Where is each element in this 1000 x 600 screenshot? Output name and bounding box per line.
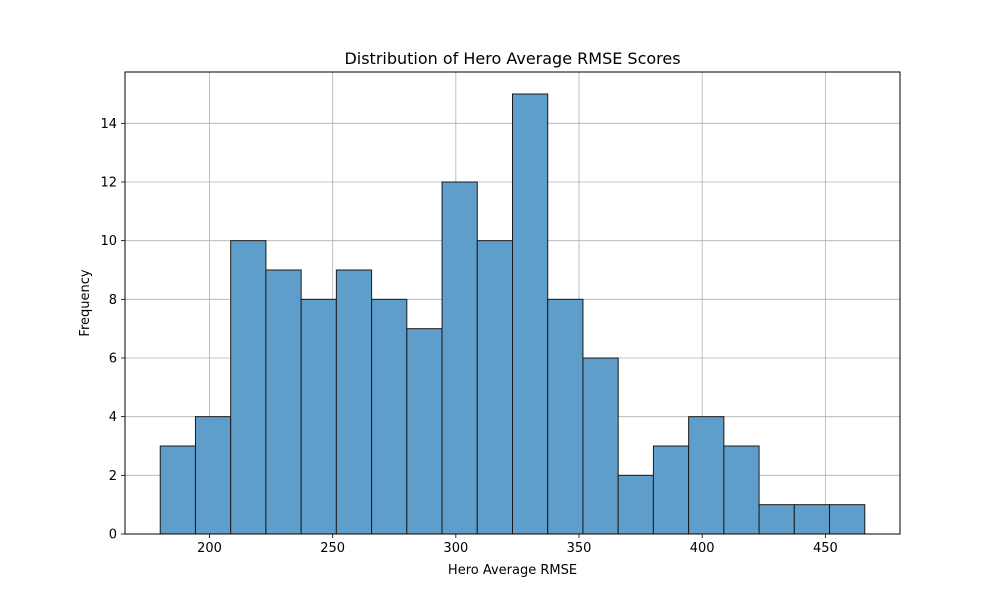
histogram-bar — [652, 445, 690, 535]
y-tick-label: 4 — [109, 410, 117, 425]
plot-frame — [124, 71, 901, 535]
histogram-bar — [406, 328, 443, 535]
histogram-bar — [793, 504, 831, 535]
histogram-bar — [194, 416, 232, 535]
histogram-bar — [335, 269, 373, 535]
histogram-bar — [582, 357, 619, 535]
y-tick-label: 2 — [109, 469, 117, 484]
y-tick-label: 6 — [109, 352, 117, 367]
histogram-bar — [829, 504, 866, 535]
histogram-bars — [159, 93, 866, 535]
y-tick-label: 14 — [100, 117, 117, 132]
y-axis-label: Frequency — [78, 269, 93, 336]
x-axis-ticks: 200 250 300 350 400 450 — [197, 534, 838, 556]
x-tick-label: 300 — [443, 541, 468, 556]
histogram-bar — [159, 445, 196, 535]
y-axis-ticks: 0 2 4 6 8 10 12 14 — [100, 117, 125, 543]
histogram-bar — [230, 240, 267, 535]
x-tick-label: 200 — [197, 541, 222, 556]
chart-title: Distribution of Hero Average RMSE Scores — [344, 49, 680, 68]
histogram-bar — [617, 474, 654, 535]
histogram-bar — [265, 269, 302, 535]
histogram-bar — [476, 240, 514, 535]
histogram-bar — [723, 445, 760, 535]
histogram-bar — [300, 298, 337, 535]
histogram-bar — [371, 298, 408, 535]
x-tick-label: 250 — [320, 541, 345, 556]
y-tick-label: 8 — [109, 293, 117, 308]
histogram-bar — [758, 504, 795, 535]
y-tick-label: 0 — [109, 528, 117, 543]
histogram-bar — [688, 416, 725, 535]
x-tick-label: 450 — [813, 541, 838, 556]
x-axis-label: Hero Average RMSE — [448, 563, 577, 578]
y-tick-label: 12 — [100, 176, 117, 191]
x-tick-label: 350 — [567, 541, 592, 556]
y-tick-label: 10 — [100, 234, 117, 249]
histogram-bar — [512, 93, 549, 535]
histogram-bar — [547, 298, 584, 535]
histogram-bar — [441, 181, 478, 535]
x-tick-label: 400 — [690, 541, 715, 556]
